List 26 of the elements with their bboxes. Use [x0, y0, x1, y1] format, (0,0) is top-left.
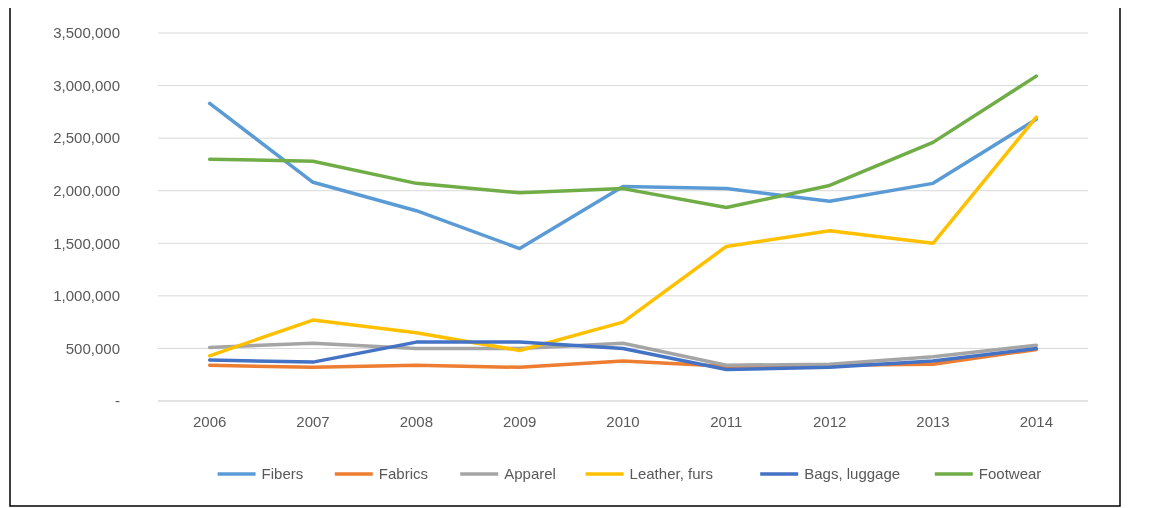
x-tick-label: 2013 [916, 413, 950, 430]
line-series [207, 101, 1039, 251]
legend-label: Bags, luggage [804, 465, 901, 483]
y-tick-label: 2,000,000 [53, 181, 120, 199]
line-series [207, 74, 1039, 210]
y-tick-label: - [115, 392, 120, 410]
y-tick-label: 500,000 [65, 339, 120, 357]
x-tick-label: 2006 [192, 413, 227, 430]
y-tick-label: 3,000,000 [53, 76, 120, 94]
line-series [207, 115, 1039, 358]
legend-label: Fabrics [378, 465, 428, 483]
x-tick-label: 2009 [502, 413, 537, 430]
x-tick-label: 2011 [710, 413, 743, 430]
y-tick-label: 1,500,000 [53, 234, 120, 252]
y-tick-label: 2,500,000 [53, 129, 120, 147]
y-tick-label: 3,500,000 [53, 24, 120, 42]
y-tick-label: 1,000,000 [53, 287, 120, 305]
legend-label: Fibers [261, 465, 304, 483]
x-tick-label: 2010 [606, 413, 640, 430]
x-tick-label: 2007 [296, 413, 330, 430]
legend-label: Footwear [978, 465, 1042, 483]
x-tick-label: 2014 [1019, 413, 1054, 430]
x-tick-label: 2008 [399, 413, 434, 430]
legend-label: Leather, furs [629, 465, 713, 483]
x-tick-label: 2012 [812, 413, 847, 430]
legend-label: Apparel [504, 465, 556, 483]
